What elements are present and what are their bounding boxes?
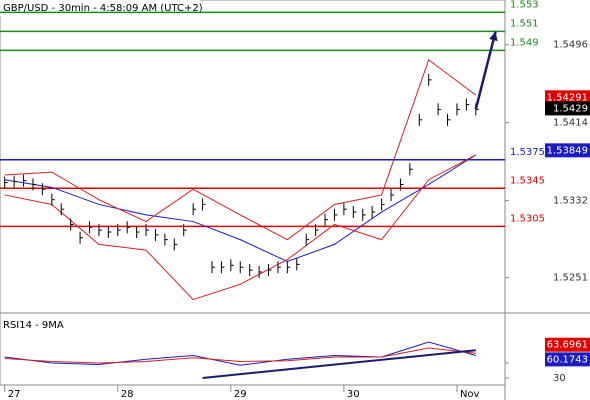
price-marker-box <box>545 337 590 352</box>
price-bar <box>70 218 74 231</box>
price-bar <box>230 259 234 272</box>
price-bar <box>352 206 357 219</box>
price-marker-box <box>545 352 590 367</box>
price-bar <box>249 264 253 277</box>
rsi-title: RSI14 - 9MA <box>3 320 64 331</box>
price-bar <box>296 258 300 271</box>
price-marker-box <box>545 101 590 116</box>
price-bar <box>60 203 65 216</box>
price-bar <box>220 261 225 274</box>
indicator-line <box>4 154 477 301</box>
price-bar <box>277 261 281 274</box>
price-bar <box>381 198 385 211</box>
price-bar <box>465 98 470 111</box>
price-bar <box>89 221 93 234</box>
x-tick-label: 30 <box>347 389 360 400</box>
price-marker-label: 1.54291 <box>547 92 588 103</box>
price-bar <box>428 73 432 86</box>
rsi-trendline <box>202 349 476 379</box>
price-bar <box>239 261 244 274</box>
price-marker-box <box>545 143 590 158</box>
price-bar <box>136 226 140 239</box>
arrow-head <box>489 31 498 42</box>
price-bar <box>164 233 168 246</box>
price-bar <box>437 103 442 116</box>
price-bar <box>154 228 159 241</box>
price-bar <box>41 183 46 196</box>
price-bar <box>107 226 112 239</box>
price-bar <box>79 231 84 244</box>
level-label: 1.549 <box>510 37 539 48</box>
price-marker-label: 60.1743 <box>547 354 588 365</box>
y-tick-label: 1.5496 <box>553 40 588 51</box>
indicator-line <box>4 347 476 364</box>
price-marker-label: 1.5429 <box>553 103 588 114</box>
price-bar <box>202 198 206 211</box>
price-bar <box>371 206 376 219</box>
price-bar <box>4 176 8 189</box>
price-marker-box <box>545 90 590 105</box>
price-bar <box>98 224 102 237</box>
y-tick-label: 1.5414 <box>553 118 588 129</box>
price-bar <box>117 224 121 237</box>
price-bar <box>286 261 291 274</box>
price-bar <box>333 208 338 221</box>
price-bar <box>305 233 310 246</box>
price-bar <box>258 265 263 278</box>
price-bar <box>145 224 150 237</box>
level-label: 1.5305 <box>510 213 545 224</box>
price-bar <box>13 175 18 188</box>
price-bar <box>418 113 423 126</box>
y-tick-label: 1.5332 <box>553 196 588 207</box>
x-tick-label: Nov <box>460 389 480 400</box>
x-tick-label: 29 <box>234 389 247 400</box>
price-bar <box>126 221 131 234</box>
price-bar <box>399 178 404 191</box>
price-bar <box>173 238 178 251</box>
level-label: 1.5375 <box>510 147 545 158</box>
price-bar <box>192 203 197 216</box>
price-bar <box>447 113 451 126</box>
indicator-line <box>4 59 477 241</box>
level-label: 1.551 <box>510 18 539 29</box>
price-bar <box>32 178 36 191</box>
price-bar <box>390 188 394 201</box>
plot-frame <box>0 0 506 386</box>
chart-title: GBP/USD - 30min - 4:58:09 AM (UTC+2) <box>3 3 203 14</box>
y-tick-label: 30 <box>553 373 566 384</box>
price-bar <box>456 103 460 116</box>
price-bar <box>183 224 187 237</box>
y-tick-label: 1.5251 <box>553 273 588 284</box>
indicator-line <box>4 154 477 263</box>
price-bar <box>23 174 27 187</box>
indicator-line <box>4 341 476 366</box>
price-marker-label: 1.53849 <box>547 145 588 156</box>
level-label: 1.5345 <box>510 175 545 186</box>
price-bar <box>51 193 55 206</box>
price-bar <box>343 203 347 216</box>
price-bar <box>211 261 215 274</box>
price-bar <box>268 264 272 277</box>
price-bar <box>409 163 413 176</box>
price-bar <box>324 213 329 226</box>
level-label: 1.553 <box>510 0 539 10</box>
x-tick-label: 28 <box>121 389 134 400</box>
price-bar <box>362 208 366 221</box>
x-tick-label: 27 <box>8 389 21 400</box>
price-marker-label: 63.6961 <box>547 340 588 351</box>
forecast-arrow <box>474 31 497 110</box>
price-bar <box>315 224 319 237</box>
